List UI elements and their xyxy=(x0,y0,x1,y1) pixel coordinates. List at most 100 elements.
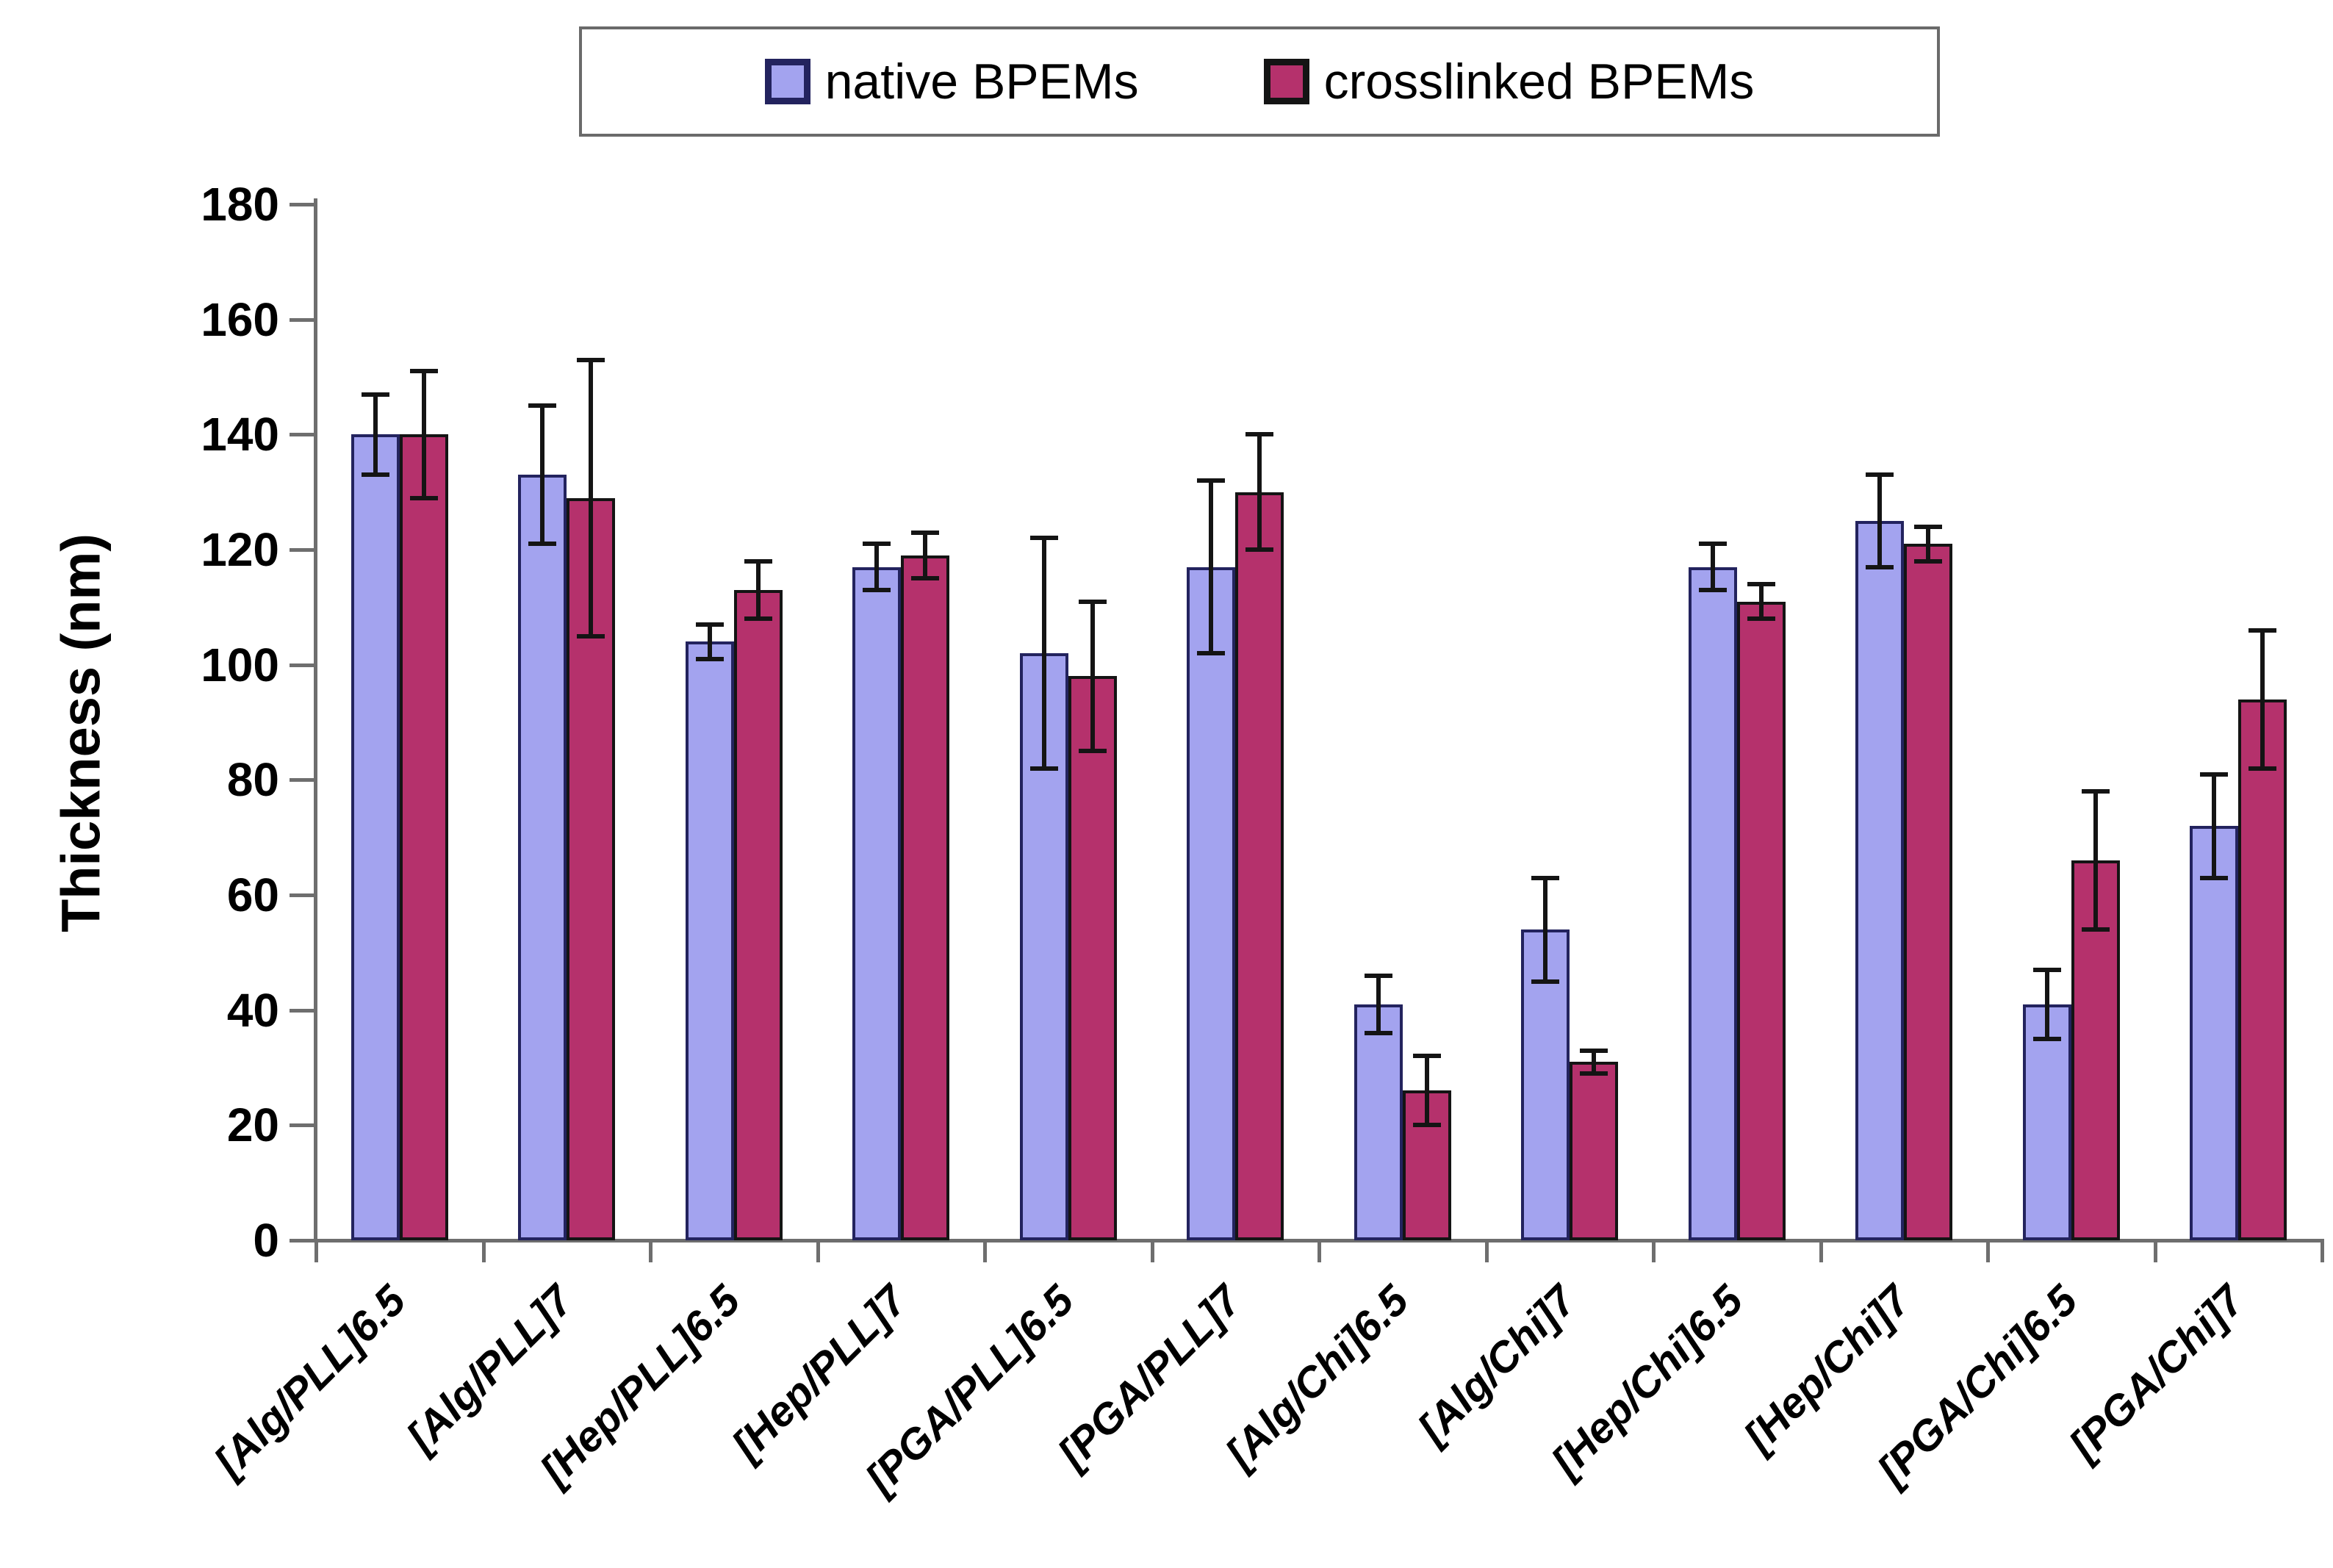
error-bar-cap-top xyxy=(1914,524,1943,529)
bar-native-[PGA/Chi]6.5 xyxy=(2022,1004,2071,1240)
error-bar xyxy=(1926,526,1931,561)
error-bar-cap-bottom xyxy=(1747,616,1775,621)
y-axis-tick xyxy=(290,663,317,667)
error-bar-cap-top xyxy=(2032,967,2061,972)
y-axis-tick xyxy=(290,1239,317,1242)
bar-native-[Hep/PLL]6.5 xyxy=(685,641,734,1240)
error-bar xyxy=(923,532,928,579)
y-axis-tick xyxy=(290,433,317,437)
error-bar-cap-bottom xyxy=(1580,1071,1608,1076)
error-bar-cap-bottom xyxy=(1698,587,1727,592)
y-axis-tick xyxy=(290,548,317,552)
error-bar xyxy=(2093,791,2098,929)
error-bar xyxy=(1257,434,1262,550)
x-axis-tick xyxy=(983,1242,987,1262)
error-bar-cap-top xyxy=(577,357,605,362)
y-tick-label: 20 xyxy=(226,1098,279,1152)
bar-native-[Alg/PLL]6.5 xyxy=(351,434,400,1240)
legend-swatch-native-icon xyxy=(764,59,810,104)
error-bar-cap-bottom xyxy=(577,633,605,639)
y-tick-label: 40 xyxy=(226,983,279,1037)
error-bar-cap-bottom xyxy=(2200,875,2229,880)
legend-swatch-crosslinked-icon xyxy=(1263,59,1309,104)
error-bar-cap-top xyxy=(1364,973,1392,978)
bar-native-[Alg/Chi]6.5 xyxy=(1354,1004,1403,1240)
error-bar xyxy=(1090,601,1095,752)
y-tick-label: 160 xyxy=(201,292,279,346)
error-bar-cap-top xyxy=(2081,789,2110,794)
bar-native-[Hep/Chi]7 xyxy=(1855,520,1905,1240)
bar-crosslinked-[Hep/Chi]7 xyxy=(1904,544,1953,1240)
error-bar xyxy=(1543,877,1548,982)
error-bar-cap-top xyxy=(2200,772,2229,777)
y-tick-label: 80 xyxy=(226,753,279,807)
x-axis-tick xyxy=(2321,1242,2324,1262)
error-bar xyxy=(540,406,545,544)
error-bar-cap-top xyxy=(911,530,940,535)
legend-item-native: native BPEMs xyxy=(764,53,1139,110)
error-bar-cap-bottom xyxy=(2032,1036,2061,1041)
y-axis-tick xyxy=(290,778,317,783)
x-category-label: [Alg/Chi]7 xyxy=(1409,1276,1585,1453)
bar-native-[Hep/PLL]7 xyxy=(852,567,902,1240)
error-bar-cap-top xyxy=(1580,1048,1608,1053)
x-axis-tick xyxy=(816,1242,820,1262)
error-bar-cap-top xyxy=(1698,542,1727,547)
y-tick-label: 100 xyxy=(201,638,279,691)
error-bar-cap-bottom xyxy=(1531,979,1560,984)
y-axis-tick xyxy=(290,203,317,206)
error-bar-cap-top xyxy=(1245,432,1274,437)
y-axis-tick xyxy=(290,1008,317,1013)
error-bar xyxy=(1877,475,1883,567)
y-tick-label: 60 xyxy=(226,868,279,921)
legend-label-native: native BPEMs xyxy=(824,54,1139,109)
error-bar-cap-bottom xyxy=(1866,564,1894,569)
error-bar-cap-top xyxy=(744,558,772,564)
y-axis-line xyxy=(314,198,317,1242)
error-bar-cap-top xyxy=(1197,478,1226,483)
error-bar-cap-bottom xyxy=(1078,749,1107,754)
error-bar-cap-bottom xyxy=(1029,766,1058,771)
error-bar-cap-bottom xyxy=(863,587,891,592)
x-axis-tick xyxy=(1484,1242,1489,1262)
x-axis-tick xyxy=(1819,1242,1823,1262)
y-tick-label: 140 xyxy=(201,408,279,461)
error-bar xyxy=(589,359,594,636)
chart-legend: native BPEMs crosslinked BPEMs xyxy=(579,26,1940,137)
x-axis-tick xyxy=(1150,1242,1154,1262)
y-axis-tick xyxy=(290,1123,317,1128)
bar-native-[PGA/Chi]7 xyxy=(2190,826,2239,1240)
error-bar-cap-bottom xyxy=(1364,1031,1392,1035)
bar-native-[Hep/Chi]6.5 xyxy=(1688,567,1737,1240)
error-bar-cap-bottom xyxy=(1197,651,1226,655)
error-bar xyxy=(1710,544,1715,590)
error-bar-cap-top xyxy=(695,622,724,627)
x-axis-tick xyxy=(481,1242,486,1262)
x-axis-tick xyxy=(1318,1242,1321,1262)
y-axis-title: Thickness (nm) xyxy=(50,533,112,932)
error-bar-cap-bottom xyxy=(1412,1123,1441,1128)
bar-crosslinked-[Hep/PLL]6.5 xyxy=(733,589,783,1240)
bar-crosslinked-[Hep/Chi]6.5 xyxy=(1736,601,1786,1240)
error-bar-cap-bottom xyxy=(361,472,389,478)
error-bar-cap-bottom xyxy=(695,656,724,661)
y-tick-label: 120 xyxy=(201,523,279,576)
error-bar xyxy=(874,544,880,590)
bar-crosslinked-[Alg/PLL]6.5 xyxy=(399,434,448,1240)
error-bar xyxy=(2044,969,2049,1039)
error-bar xyxy=(1592,1050,1597,1073)
error-bar-cap-top xyxy=(1866,472,1894,478)
x-axis-tick xyxy=(1986,1242,1990,1262)
bar-native-[PGA/PLL]7 xyxy=(1187,567,1236,1240)
error-bar-cap-bottom xyxy=(911,576,940,581)
error-bar xyxy=(755,561,761,619)
error-bar-cap-top xyxy=(1078,599,1107,604)
y-axis-tick xyxy=(290,317,317,322)
error-bar-cap-bottom xyxy=(2081,927,2110,932)
error-bar-cap-bottom xyxy=(1914,558,1943,564)
error-bar-cap-top xyxy=(1747,582,1775,586)
x-axis-tick xyxy=(1652,1242,1656,1262)
bar-crosslinked-[PGA/PLL]6.5 xyxy=(1068,676,1117,1240)
error-bar-cap-top xyxy=(528,403,557,409)
error-bar-cap-top xyxy=(2248,627,2277,633)
